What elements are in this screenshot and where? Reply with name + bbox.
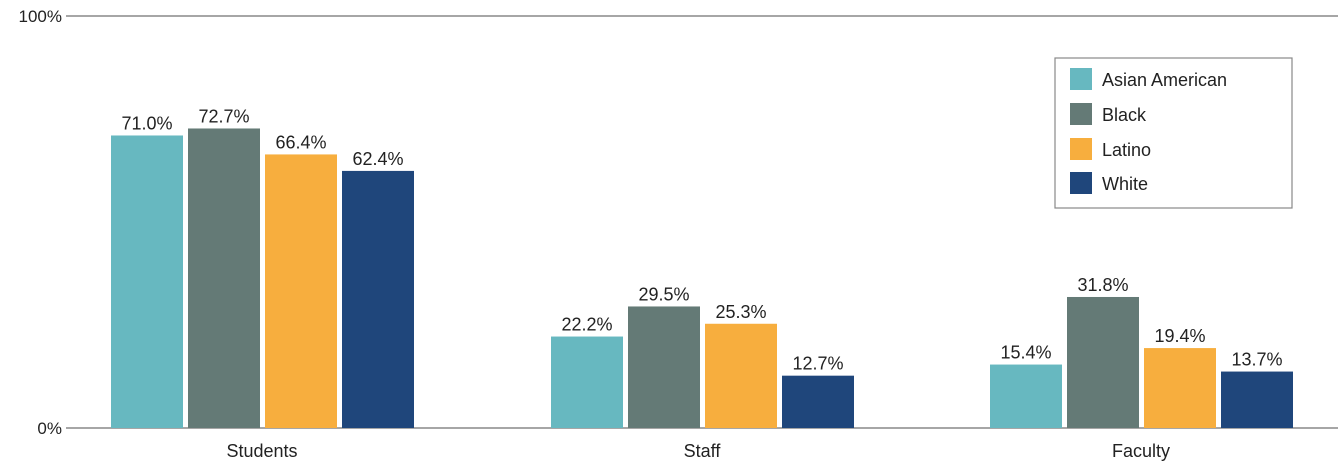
data-label-faculty-asian-american: 15.4%: [1000, 343, 1051, 363]
data-label-faculty-latino: 19.4%: [1154, 326, 1205, 346]
legend-label-black: Black: [1102, 105, 1147, 125]
bar-students-latino: [265, 154, 337, 428]
legend-label-latino: Latino: [1102, 140, 1151, 160]
y-tick-top: 100%: [19, 7, 62, 26]
bars-group: [111, 128, 1293, 429]
legend-swatch-asian-american: [1070, 68, 1092, 90]
category-label-students: Students: [226, 441, 297, 461]
bar-students-white: [342, 170, 414, 429]
y-tick-bottom: 0%: [37, 419, 62, 438]
legend-label-white: White: [1102, 174, 1148, 194]
legend-swatch-latino: [1070, 138, 1092, 160]
bar-faculty-latino: [1144, 348, 1216, 428]
bar-students-asian-american: [111, 135, 183, 429]
bar-staff-asian-american: [551, 336, 623, 428]
data-labels-group: 71.0% 72.7% 66.4% 62.4% 22.2% 29.5% 25.3% 12.7%…: [121, 106, 1282, 373]
bar-staff-black: [628, 306, 700, 428]
legend-swatch-white: [1070, 172, 1092, 194]
legend-box: [1054, 57, 1293, 209]
bar-staff-white: [782, 375, 854, 428]
data-label-students-black: 72.7%: [198, 106, 249, 126]
data-label-staff-black: 29.5%: [638, 284, 689, 304]
bar-faculty-black: [1067, 296, 1139, 428]
data-label-staff-white: 12.7%: [792, 354, 843, 374]
data-label-staff-asian-american: 22.2%: [561, 315, 612, 335]
bar-staff-latino: [705, 323, 777, 428]
bar-faculty-asian-american: [990, 364, 1062, 428]
data-label-students-asian-american: 71.0%: [121, 113, 172, 133]
data-label-faculty-white: 13.7%: [1231, 350, 1282, 370]
data-label-faculty-black: 31.8%: [1077, 275, 1128, 295]
category-label-faculty: Faculty: [1112, 441, 1170, 461]
legend-label-asian-american: Asian American: [1102, 70, 1227, 90]
category-label-staff: Staff: [684, 441, 722, 461]
data-label-staff-latino: 25.3%: [715, 302, 766, 322]
data-label-students-latino: 66.4%: [275, 132, 326, 152]
data-label-students-white: 62.4%: [352, 149, 403, 169]
legend-swatch-black: [1070, 103, 1092, 125]
bar-students-black: [188, 128, 260, 428]
legend: Asian American Black Latino White: [1054, 57, 1293, 209]
bar-faculty-white: [1221, 371, 1293, 428]
